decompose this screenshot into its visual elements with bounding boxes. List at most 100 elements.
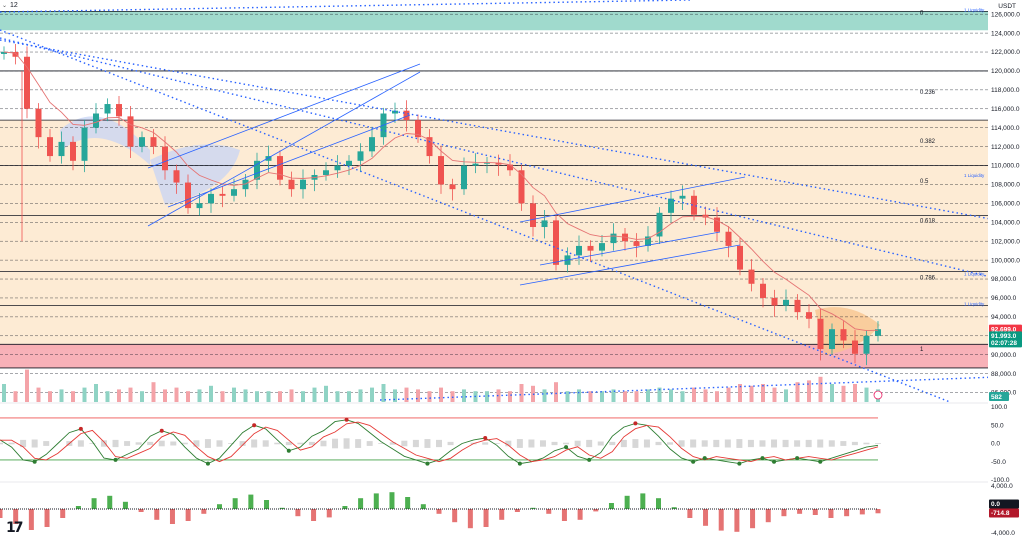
macd-bar — [797, 509, 803, 514]
candle-body — [81, 127, 88, 161]
price-axis[interactable]: 126,000.0 124,000.0 122,000.0 120,000.0 118,… — [873, 0, 1024, 543]
volume-bar — [278, 391, 282, 402]
volume-bar — [105, 391, 110, 402]
price-tick: 102,000.0 — [991, 238, 1020, 245]
osc-area — [193, 440, 200, 447]
osc-area — [251, 439, 258, 448]
pattern-zone-mid — [150, 144, 240, 205]
candle-body — [173, 170, 180, 183]
volume-bar — [324, 385, 328, 402]
macd-bar — [781, 509, 787, 517]
volume-tag-bg — [989, 392, 1009, 401]
macd-tick: 4,000.0 — [991, 483, 1013, 490]
volume-bar — [439, 387, 443, 402]
candle-body — [691, 195, 697, 215]
macd-bar — [122, 501, 128, 509]
cross-dot — [737, 461, 742, 466]
volume-bar — [94, 384, 98, 402]
osc-area — [112, 439, 119, 448]
osc-area — [586, 439, 593, 448]
candle-body — [323, 170, 329, 175]
price-tag: 91,993.0 — [991, 333, 1017, 340]
osc-area — [713, 439, 720, 448]
macd-bar — [154, 509, 160, 520]
macd-bar — [483, 509, 489, 527]
macd-bar — [656, 498, 661, 509]
volume-bar — [795, 382, 800, 402]
macd-bar — [138, 509, 144, 512]
ascending-channel-mid — [167, 114, 411, 208]
volume-bar — [151, 382, 156, 402]
volume-bar — [71, 391, 75, 402]
osc-area — [597, 441, 604, 446]
osc-area — [216, 440, 223, 447]
macd-bar — [577, 509, 583, 520]
osc-area — [355, 439, 362, 448]
macd-bar — [217, 504, 222, 509]
volume-bar — [761, 384, 765, 402]
volume-bar — [646, 389, 650, 402]
candle-body — [35, 108, 42, 138]
liquidity-label: 1 Liquidity — [964, 271, 985, 276]
candle-body — [139, 137, 145, 147]
candle-body — [369, 137, 375, 152]
osc-area — [805, 439, 812, 448]
osc-slow-line — [0, 421, 879, 463]
volume-bar — [542, 389, 547, 402]
candle-body — [472, 163, 479, 166]
candle-body — [633, 241, 640, 246]
osc-area — [436, 439, 442, 448]
candle-body — [541, 220, 548, 228]
volume-bar — [82, 387, 87, 402]
macd-bar — [0, 509, 3, 518]
candle-body — [507, 164, 513, 171]
candle-body — [840, 329, 847, 341]
macd-bar — [389, 492, 395, 509]
macd-bar — [420, 504, 426, 509]
osc-area — [771, 439, 778, 448]
cross-dot — [587, 457, 592, 462]
candles-layer — [1, 43, 881, 366]
osc-area — [828, 440, 835, 447]
macd-bar — [60, 509, 66, 518]
macd-bar — [91, 498, 97, 509]
macd-bar — [248, 494, 254, 509]
candle-body — [196, 203, 203, 209]
cross-dot — [205, 461, 210, 466]
macd-bar — [671, 507, 677, 509]
candle-body — [599, 243, 605, 251]
candle-body — [231, 189, 237, 196]
candle-body — [70, 141, 76, 161]
osc-area — [274, 442, 281, 445]
macd-bar — [169, 509, 175, 524]
volume-bar — [623, 391, 627, 402]
candle-body — [576, 245, 582, 256]
volume-bar — [209, 385, 213, 402]
volume-bar — [232, 387, 236, 402]
macd-tag: 0.0 — [991, 501, 1000, 508]
candle-body — [553, 220, 559, 265]
interval-selector[interactable]: ⌄ 12 — [2, 2, 18, 9]
osc-area — [8, 442, 15, 445]
fib-label: 0.786 — [920, 275, 936, 281]
osc-area — [77, 440, 84, 447]
chevron-down-icon[interactable]: ⌄ — [2, 3, 8, 9]
osc-area — [100, 440, 107, 447]
volume-bar — [2, 384, 6, 402]
volume-bar — [128, 387, 133, 402]
candle-body — [219, 193, 226, 196]
osc-area — [43, 441, 50, 446]
osc-area — [181, 442, 188, 445]
candle-body — [426, 137, 433, 157]
rsi-tick: 0.0 — [991, 441, 1000, 448]
osc-area — [135, 442, 142, 445]
macd-bar — [358, 498, 364, 509]
candle-body — [127, 116, 134, 147]
volume-bar — [554, 382, 558, 402]
osc-area — [574, 440, 581, 447]
axis-background — [988, 0, 1024, 543]
macd-bar — [765, 509, 771, 523]
candle-body — [530, 203, 536, 228]
osc-area — [609, 441, 616, 446]
